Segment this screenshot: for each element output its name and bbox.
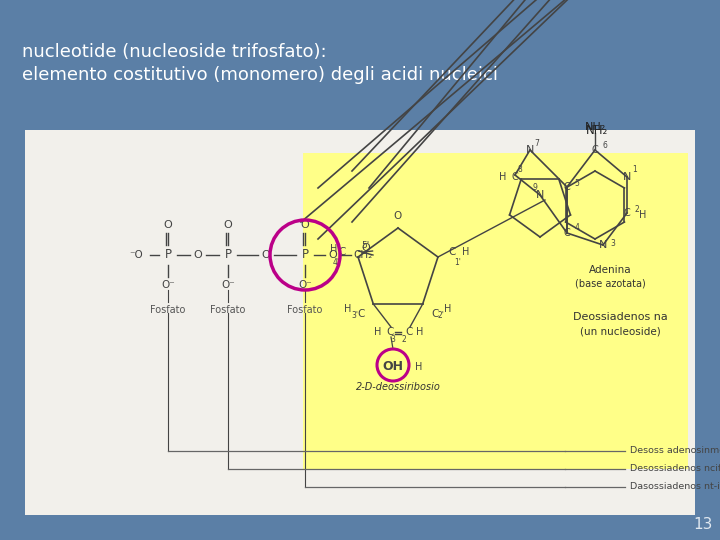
Text: O: O xyxy=(224,220,233,230)
Text: H: H xyxy=(462,247,469,257)
Text: 5': 5' xyxy=(361,240,369,249)
Text: O⁻: O⁻ xyxy=(221,280,235,290)
Text: H: H xyxy=(330,244,338,254)
Text: O⁻: O⁻ xyxy=(161,280,175,290)
Text: 2: 2 xyxy=(402,335,406,345)
Text: H: H xyxy=(499,172,507,182)
Text: elemento costitutivo (monomero) degli acidi nucleici: elemento costitutivo (monomero) degli ac… xyxy=(22,66,498,84)
Text: (base azotata): (base azotata) xyxy=(575,278,645,288)
Text: 1': 1' xyxy=(454,258,462,267)
Text: 3: 3 xyxy=(390,335,395,345)
Text: C: C xyxy=(564,182,570,192)
Text: C: C xyxy=(358,309,365,319)
Text: OH: OH xyxy=(382,361,403,374)
Text: 9: 9 xyxy=(533,183,537,192)
Text: O: O xyxy=(361,243,370,253)
Text: N: N xyxy=(526,145,534,155)
Text: NH₂: NH₂ xyxy=(585,122,606,132)
Text: C: C xyxy=(405,327,413,337)
Text: nucleotide (nucleoside trifosfato):: nucleotide (nucleoside trifosfato): xyxy=(22,43,327,61)
Text: O⁻: O⁻ xyxy=(298,280,312,290)
Text: O: O xyxy=(194,250,202,260)
Text: 4': 4' xyxy=(333,258,340,267)
Text: CH₂: CH₂ xyxy=(354,250,373,260)
Text: H: H xyxy=(374,327,382,337)
Text: 4: 4 xyxy=(575,222,580,232)
Text: 8: 8 xyxy=(518,165,523,174)
Text: Dasossiadenos nt-ifosfato (dATP): Dasossiadenos nt-ifosfato (dATP) xyxy=(630,483,720,491)
Text: H: H xyxy=(415,362,423,372)
Text: Desoss adenosinmonofosfato (dAMP): Desoss adenosinmonofosfato (dAMP) xyxy=(630,447,720,456)
Text: 6: 6 xyxy=(603,140,608,150)
Text: C: C xyxy=(624,208,631,218)
Text: 1: 1 xyxy=(633,165,637,174)
Text: H: H xyxy=(416,327,423,337)
Text: ⁻O: ⁻O xyxy=(129,250,143,260)
Text: 2: 2 xyxy=(634,206,639,214)
Text: N: N xyxy=(599,240,607,250)
Text: NH₂: NH₂ xyxy=(586,124,608,137)
Text: P: P xyxy=(164,248,171,261)
Text: 7: 7 xyxy=(534,138,539,147)
Text: P: P xyxy=(302,248,308,261)
Text: C: C xyxy=(338,247,346,257)
Bar xyxy=(303,153,688,469)
Text: Fosfato: Fosfato xyxy=(287,305,323,315)
Bar xyxy=(25,130,695,515)
Text: 2-D-deossiribosio: 2-D-deossiribosio xyxy=(356,382,441,392)
Text: H: H xyxy=(639,210,647,220)
Text: C: C xyxy=(449,247,456,257)
Text: H: H xyxy=(444,304,451,314)
Text: C: C xyxy=(387,327,394,337)
Text: 13: 13 xyxy=(693,517,713,532)
Text: 3: 3 xyxy=(611,239,616,247)
Text: O: O xyxy=(394,211,402,221)
Text: C: C xyxy=(512,172,518,182)
Text: 2': 2' xyxy=(437,312,444,320)
Text: H: H xyxy=(343,304,351,314)
Text: C: C xyxy=(564,228,570,238)
Text: Adenina: Adenina xyxy=(589,265,631,275)
Text: 3': 3' xyxy=(352,312,359,320)
Text: Fosfato: Fosfato xyxy=(150,305,186,315)
Text: Desossiadenos ncifosfato (dADP): Desossiadenos ncifosfato (dADP) xyxy=(630,464,720,474)
Text: N: N xyxy=(623,172,631,182)
Text: N: N xyxy=(536,190,544,200)
Text: C: C xyxy=(592,145,598,155)
Text: O: O xyxy=(163,220,172,230)
Text: O: O xyxy=(301,220,310,230)
Text: O: O xyxy=(328,250,338,260)
Text: C: C xyxy=(431,309,438,319)
Text: 5: 5 xyxy=(575,179,580,187)
Text: P: P xyxy=(225,248,232,261)
Text: (un nucleoside): (un nucleoside) xyxy=(580,327,660,337)
Text: Fosfato: Fosfato xyxy=(210,305,246,315)
Text: Deossiadenos na: Deossiadenos na xyxy=(572,312,667,322)
Text: O: O xyxy=(261,250,271,260)
